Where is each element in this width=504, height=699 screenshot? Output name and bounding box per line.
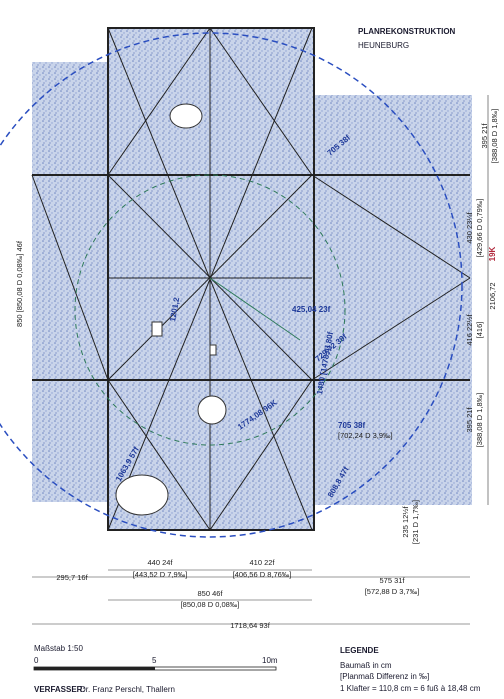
dim-main: 430 23¼f — [465, 211, 474, 243]
dim-detail: [416] — [475, 322, 484, 339]
dim-main: 850 46f — [197, 589, 223, 598]
dim-detail: [429,66 D 0,79‰] — [475, 199, 484, 258]
dim-detail: [443,52 D 7,9‰] — [133, 570, 188, 579]
dim-main: 416 22½f — [465, 313, 474, 345]
author-label: VERFASSER: — [34, 685, 85, 694]
dim-main: 395 21f — [480, 123, 489, 149]
plan-page: PLANREKONSTRUKTION HEUNEBURG 395 21f [38… — [0, 0, 504, 699]
scale-tick: 5 — [152, 656, 157, 665]
scale-label: Maßstab 1:50 — [34, 644, 83, 653]
legend: LEGENDE Baumaß in cm [Planmaß Differenz … — [340, 646, 481, 693]
annotation: [702,24 D 3,9‰] — [338, 431, 393, 440]
scale-tick: 10m — [262, 656, 278, 665]
total-height-unit: 19K — [488, 246, 497, 261]
legend-item: Baumaß in cm — [340, 661, 392, 670]
author-name: Dr. Franz Perschl, Thallern — [80, 685, 175, 694]
plan-drawing — [0, 28, 472, 537]
dim-total: 1718,64 93f — [230, 621, 271, 630]
dim-main: 295,7 16f — [56, 573, 88, 582]
dim-detail: [231 D 1,7‰] — [411, 500, 420, 544]
left-dimension: 850 [850,08 D 0,08‰] 46f — [15, 240, 24, 327]
legend-item: [Planmaß Differenz in ‰] — [340, 672, 429, 681]
legend-title: LEGENDE — [340, 646, 379, 655]
subtitle: HEUNEBURG — [358, 41, 409, 50]
dim-main: 410 22f — [249, 558, 275, 567]
scale: Maßstab 1:50 0 5 10m — [34, 644, 278, 670]
dim-main: 440 24f — [147, 558, 173, 567]
dim-detail: [572,88 D 3,7‰] — [365, 587, 420, 596]
legend-item: 1 Klafter = 110,8 cm = 6 fuß à 18,48 cm — [340, 684, 481, 693]
dim-detail: [406,56 D 8,76‰] — [233, 570, 292, 579]
annotation: 425,04 23f — [292, 305, 331, 314]
dim-detail: [388,08 D 1,8‰] — [490, 109, 499, 164]
annotation: 705 38f — [338, 421, 365, 430]
dim-main: 395 21f — [465, 407, 474, 433]
dim-detail: [388,08 D 1,8‰] — [475, 393, 484, 448]
dim-detail: [850,08 D 0,08‰] — [181, 600, 240, 609]
total-height: 2106,72 — [488, 282, 497, 309]
dim-main: 235 12½f — [401, 505, 410, 537]
title: PLANREKONSTRUKTION — [358, 27, 456, 36]
dim-main: 575 31f — [379, 576, 405, 585]
scale-tick: 0 — [34, 656, 39, 665]
